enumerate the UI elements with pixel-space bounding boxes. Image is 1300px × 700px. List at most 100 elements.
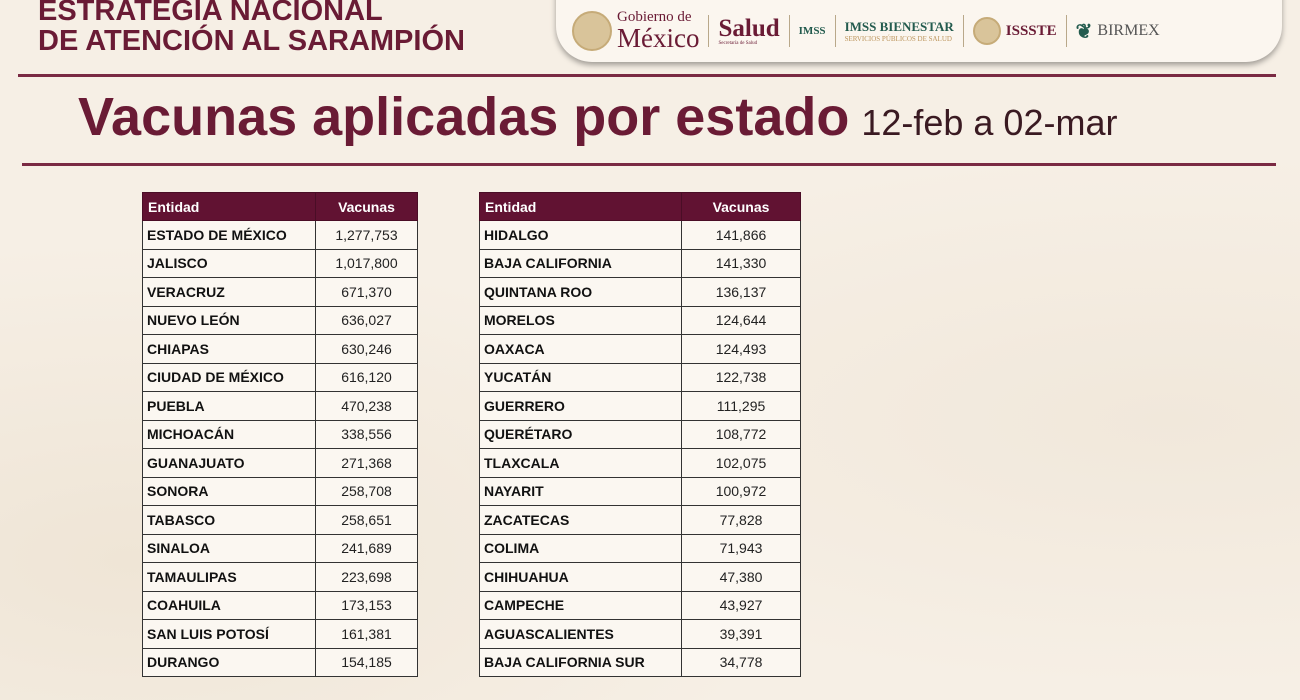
- table-row: HIDALGO 141,866: [479, 220, 801, 250]
- state-name: SINALOA: [142, 533, 316, 563]
- state-name: JALISCO: [142, 248, 316, 278]
- table-row: YUCATÁN 122,738: [479, 362, 801, 392]
- col-entidad: Entidad: [479, 192, 682, 221]
- table-row: DURANGO 154,185: [142, 647, 418, 677]
- state-name: PUEBLA: [142, 391, 316, 421]
- vaccine-count: 1,017,800: [315, 248, 418, 278]
- table-row: ZACATECAS 77,828: [479, 505, 801, 535]
- state-name: VERACRUZ: [142, 277, 316, 307]
- state-name: QUERÉTARO: [479, 419, 682, 449]
- state-name: MICHOACÁN: [142, 419, 316, 449]
- state-name: OAXACA: [479, 334, 682, 364]
- state-name: CIUDAD DE MÉXICO: [142, 362, 316, 392]
- table-row: MICHOACÁN 338,556: [142, 419, 418, 449]
- state-name: HIDALGO: [479, 220, 682, 250]
- imss-logo: IMSS: [799, 25, 826, 37]
- birmex-logo: ❦ BIRMEX: [1076, 19, 1160, 44]
- divider: [834, 15, 836, 47]
- gobierno-logo: Gobierno de México: [572, 10, 699, 52]
- table-row: MORELOS 124,644: [479, 305, 801, 335]
- birmex-text: BIRMEX: [1097, 22, 1160, 39]
- divider: [962, 15, 964, 47]
- state-name: TAMAULIPAS: [142, 562, 316, 592]
- table-row: VERACRUZ 671,370: [142, 277, 418, 307]
- table-row: TLAXCALA 102,075: [479, 448, 801, 478]
- gob-text-b: México: [617, 23, 700, 53]
- state-name: YUCATÁN: [479, 362, 682, 392]
- table-row: SINALOA 241,689: [142, 533, 418, 563]
- vaccine-count: 1,277,753: [315, 220, 418, 250]
- leaf-icon: ❦: [1075, 20, 1093, 43]
- vaccine-count: 141,330: [681, 248, 801, 278]
- vaccine-count: 258,708: [315, 476, 418, 506]
- issste-text: ISSSTE: [1005, 22, 1057, 39]
- state-name: CHIHUAHUA: [479, 562, 682, 592]
- vaccine-count: 223,698: [315, 562, 418, 592]
- vaccine-count: 161,381: [315, 619, 418, 649]
- vaccine-count: 39,391: [681, 619, 801, 649]
- divider-bottom: [22, 163, 1276, 166]
- vaccines-table-1: Entidad Vacunas ESTADO DE MÉXICO 1,277,753 J…: [142, 192, 418, 677]
- state-name: QUINTANA ROO: [479, 277, 682, 307]
- table-row: ESTADO DE MÉXICO 1,277,753: [142, 220, 418, 250]
- state-name: CAMPECHE: [479, 590, 682, 620]
- seal-icon: [572, 11, 612, 51]
- table-row: OAXACA 124,493: [479, 334, 801, 364]
- state-name: SONORA: [142, 476, 316, 506]
- strategy-line-1: ESTRATEGIA NACIONAL: [38, 0, 383, 27]
- logo-bar: Gobierno de México Salud Secretaría de Sal…: [556, 0, 1282, 62]
- table-row: PUEBLA 470,238: [142, 391, 418, 421]
- state-name: TLAXCALA: [479, 448, 682, 478]
- state-name: MORELOS: [479, 305, 682, 335]
- vaccine-count: 108,772: [681, 419, 801, 449]
- vaccine-count: 616,120: [315, 362, 418, 392]
- table-row: BAJA CALIFORNIA SUR 34,778: [479, 647, 801, 677]
- state-name: GUANAJUATO: [142, 448, 316, 478]
- page-title: Vacunas aplicadas por estado 12-feb a 02-…: [78, 86, 1117, 148]
- vaccine-count: 173,153: [315, 590, 418, 620]
- vaccine-count: 124,493: [681, 334, 801, 364]
- vaccine-count: 630,246: [315, 334, 418, 364]
- vaccine-count: 136,137: [681, 277, 801, 307]
- imss-bienestar-logo: IMSS BIENESTAR SERVICIOS PÚBLICOS DE SALU…: [845, 19, 954, 43]
- table-row: NAYARIT 100,972: [479, 476, 801, 506]
- bienestar-sub: SERVICIOS PÚBLICOS DE SALUD: [844, 35, 952, 43]
- table-row: CHIAPAS 630,246: [142, 334, 418, 364]
- vaccine-count: 141,866: [681, 220, 801, 250]
- issste-icon: [972, 17, 1001, 45]
- table-row: SAN LUIS POTOSÍ 161,381: [142, 619, 418, 649]
- vaccine-count: 122,738: [681, 362, 801, 392]
- vaccine-count: 671,370: [315, 277, 418, 307]
- vaccine-count: 258,651: [315, 505, 418, 535]
- table-row: AGUASCALIENTES 39,391: [479, 619, 801, 649]
- table-row: TAMAULIPAS 223,698: [142, 562, 418, 592]
- table-row: CAMPECHE 43,927: [479, 590, 801, 620]
- vaccine-count: 77,828: [681, 505, 801, 535]
- vaccine-count: 241,689: [315, 533, 418, 563]
- vaccine-count: 124,644: [681, 305, 801, 335]
- table-row: QUINTANA ROO 136,137: [479, 277, 801, 307]
- table-row: CHIHUAHUA 47,380: [479, 562, 801, 592]
- state-name: ZACATECAS: [479, 505, 682, 535]
- divider: [1065, 15, 1067, 47]
- col-vacunas: Vacunas: [681, 192, 801, 221]
- vaccine-count: 271,368: [315, 448, 418, 478]
- state-name: ESTADO DE MÉXICO: [142, 220, 316, 250]
- table-row: JALISCO 1,017,800: [142, 248, 418, 278]
- vaccines-table-2: Entidad Vacunas HIDALGO 141,866 BAJA CALIFOR…: [479, 192, 801, 677]
- col-vacunas: Vacunas: [315, 192, 418, 221]
- vaccine-count: 47,380: [681, 562, 801, 592]
- table-row: CIUDAD DE MÉXICO 616,120: [142, 362, 418, 392]
- state-name: COAHUILA: [142, 590, 316, 620]
- divider-top: [18, 74, 1276, 77]
- bienestar-text: IMSS BIENESTAR: [844, 19, 954, 34]
- divider: [708, 15, 710, 47]
- vaccine-count: 154,185: [315, 647, 418, 677]
- vaccine-count: 43,927: [681, 590, 801, 620]
- table-row: TABASCO 258,651: [142, 505, 418, 535]
- date-range: 12-feb a 02-mar: [861, 102, 1118, 143]
- col-entidad: Entidad: [142, 192, 316, 221]
- state-name: BAJA CALIFORNIA: [479, 248, 682, 278]
- vaccine-count: 636,027: [315, 305, 418, 335]
- state-name: AGUASCALIENTES: [479, 619, 682, 649]
